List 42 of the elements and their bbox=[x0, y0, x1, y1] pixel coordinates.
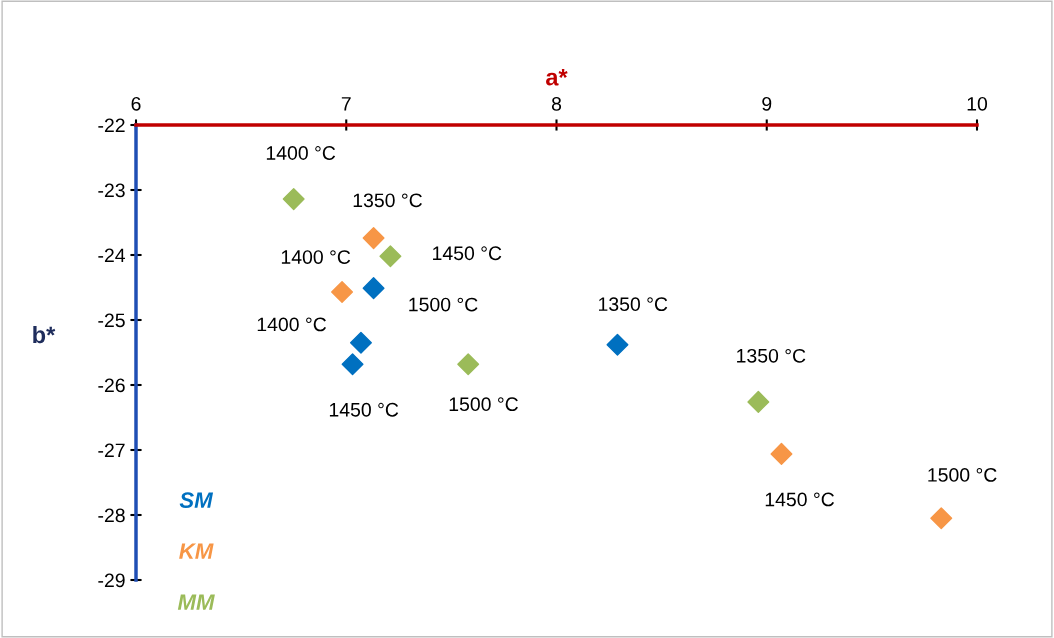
y-tick-label: -22 bbox=[98, 118, 125, 133]
point bbox=[349, 331, 372, 354]
annotation: 1350 °C bbox=[737, 348, 806, 363]
text: MM bbox=[177, 594, 215, 610]
annotation: 1450 °C bbox=[433, 246, 502, 261]
point bbox=[282, 188, 305, 211]
y-tick-label: -28 bbox=[98, 508, 125, 523]
x-tick-label: 9 bbox=[762, 96, 772, 111]
annotation: 1350 °C bbox=[353, 193, 422, 208]
point bbox=[362, 277, 385, 300]
x-tick-label: 8 bbox=[551, 96, 562, 111]
annotation: 1400 °C bbox=[257, 317, 327, 332]
point bbox=[331, 281, 354, 304]
annotation: 1450 °C bbox=[765, 492, 835, 507]
annotation: 1400 °C bbox=[281, 250, 351, 264]
annotation: 1450 °C bbox=[329, 402, 399, 417]
text: SM bbox=[179, 492, 214, 508]
annotation: 1500 °C bbox=[449, 397, 518, 412]
y-tick-label: -27 bbox=[98, 443, 125, 458]
x-tick-label: 6 bbox=[131, 96, 141, 111]
annotation: 1500 °C bbox=[409, 297, 478, 312]
point bbox=[747, 390, 770, 413]
point bbox=[379, 245, 402, 268]
y-tick-label: -23 bbox=[98, 183, 125, 198]
annotation: 1500 °C bbox=[928, 468, 997, 482]
annotation: 1350 °C bbox=[599, 297, 668, 312]
y-tick-label: -26 bbox=[98, 378, 125, 393]
x-axis-title: a* bbox=[546, 69, 568, 86]
text: KM bbox=[179, 543, 214, 559]
point bbox=[362, 227, 385, 250]
x-tick-label: 7 bbox=[341, 97, 351, 111]
x-tick-label: 10 bbox=[967, 96, 988, 111]
point bbox=[341, 353, 364, 376]
annotation: 1400 °C bbox=[266, 146, 336, 160]
y-tick-label: -29 bbox=[98, 573, 125, 588]
point bbox=[457, 353, 480, 376]
y-tick-label: -24 bbox=[98, 248, 126, 263]
point bbox=[770, 442, 793, 465]
point bbox=[930, 507, 953, 530]
y-tick-label: -25 bbox=[98, 313, 125, 328]
point bbox=[606, 333, 629, 356]
y-axis-title: b* bbox=[33, 325, 56, 344]
